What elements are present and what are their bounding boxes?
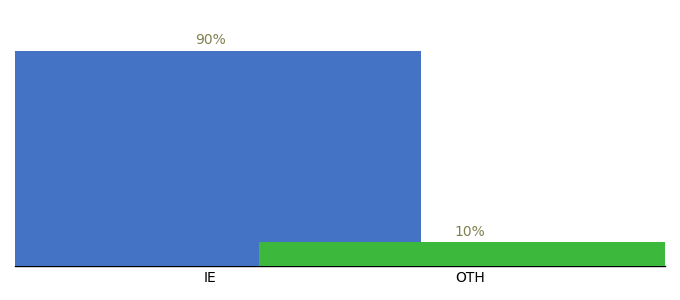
Bar xyxy=(259,242,680,266)
Bar xyxy=(0,51,421,266)
Text: 90%: 90% xyxy=(194,33,225,47)
Text: 10%: 10% xyxy=(455,225,486,238)
